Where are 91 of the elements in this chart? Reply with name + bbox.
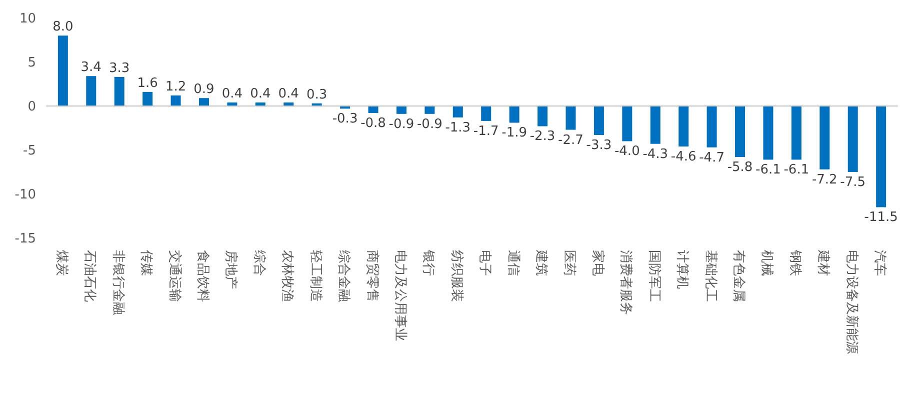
- data-label: -0.8: [360, 116, 386, 132]
- x-tick-label: 家电: [590, 250, 606, 276]
- data-label: -2.3: [530, 129, 556, 144]
- x-tick-label: 非银行金融: [110, 250, 126, 315]
- data-label: 3.3: [109, 60, 130, 76]
- data-label: -4.6: [670, 149, 696, 164]
- x-tick-label: 综合金融: [336, 250, 352, 302]
- bar: [142, 92, 153, 106]
- data-label: 1.2: [165, 79, 186, 94]
- data-label: -11.5: [864, 210, 898, 226]
- x-tick-label: 计算机: [674, 250, 690, 289]
- bar: [198, 98, 209, 106]
- x-tick-label: 基础化工: [702, 250, 718, 302]
- data-label: -0.9: [388, 116, 414, 132]
- bar: [763, 106, 774, 160]
- data-label: -4.3: [642, 146, 668, 162]
- data-label: 0.4: [278, 86, 299, 102]
- y-tick-label: 0: [28, 100, 36, 115]
- data-label: -7.2: [812, 172, 838, 188]
- bar: [114, 76, 124, 106]
- y-tick-label: -5: [23, 144, 36, 159]
- bar: [396, 106, 406, 114]
- bar: [538, 106, 548, 126]
- bar: [622, 106, 632, 142]
- x-tick-label: 食品饮料: [194, 250, 210, 302]
- bar: [566, 106, 576, 130]
- data-label: -1.7: [473, 124, 499, 139]
- x-tick-label: 综合: [251, 250, 266, 276]
- bar: [876, 106, 886, 208]
- x-tick-label: 钢铁: [787, 249, 802, 276]
- data-label: 0.4: [250, 86, 271, 102]
- data-label: -1.9: [502, 126, 528, 141]
- bar: [509, 106, 520, 123]
- bar: [424, 106, 435, 114]
- y-tick-label: 5: [28, 56, 36, 71]
- data-label: -1.3: [445, 120, 471, 136]
- data-label: 0.3: [306, 87, 328, 102]
- x-tick-label: 纺织服装: [448, 250, 464, 302]
- bar: [368, 106, 378, 114]
- x-tick-label: 房地产: [223, 250, 240, 289]
- data-label: 0.4: [222, 86, 243, 102]
- bar: [706, 106, 717, 148]
- data-label: -0.3: [332, 112, 358, 127]
- x-tick-label: 煤炭: [54, 250, 69, 276]
- y-tick-label: -15: [14, 232, 36, 247]
- bar: [791, 106, 802, 160]
- data-label: 0.9: [194, 82, 214, 98]
- x-tick-label: 汽车: [872, 250, 888, 276]
- x-tick-label: 商贸零售: [364, 250, 380, 302]
- x-tick-label: 银行: [420, 249, 436, 276]
- x-tick-label: 交通运输: [166, 250, 183, 302]
- x-tick-label: 农林牧渔: [280, 250, 295, 302]
- y-tick-label: -10: [14, 188, 36, 203]
- x-tick-label: 国防军工: [646, 250, 662, 302]
- bar: [86, 76, 96, 106]
- x-tick-label: 电力设备及新能源: [844, 250, 859, 354]
- bar: [170, 95, 181, 106]
- x-tick-label: 传媒: [138, 250, 154, 276]
- x-tick-label: 石油石化: [82, 250, 98, 302]
- data-label: 8.0: [52, 20, 74, 35]
- y-tick-label: 10: [19, 12, 36, 27]
- x-tick-label: 建材: [816, 249, 831, 276]
- data-label: 3.4: [80, 60, 102, 76]
- data-label: -6.1: [784, 162, 810, 178]
- bar: [678, 106, 689, 146]
- data-label: -2.7: [558, 132, 584, 148]
- data-label: -3.3: [586, 138, 612, 154]
- x-tick-label: 医药: [562, 250, 577, 276]
- x-tick-label: 消费者服务: [618, 250, 634, 315]
- bar: [650, 106, 660, 144]
- x-tick-label: 有色金属: [731, 250, 746, 302]
- data-label: -4.7: [699, 150, 724, 166]
- x-tick-label: 电子: [477, 250, 492, 276]
- bar: [735, 106, 746, 158]
- bar: [58, 36, 68, 106]
- data-label: -0.9: [416, 116, 442, 132]
- bar: [452, 106, 463, 118]
- data-label: 1.6: [137, 76, 158, 91]
- data-label: -4.0: [614, 144, 640, 160]
- x-tick-label: 轻工制造: [308, 250, 323, 302]
- bar: [848, 106, 858, 172]
- x-tick-label: 电力及公用事业: [392, 250, 408, 341]
- x-tick-label: 通信: [505, 250, 520, 276]
- bar: [481, 106, 492, 121]
- data-label: -5.8: [727, 160, 753, 176]
- data-label: -7.5: [840, 175, 866, 190]
- data-label: -6.1: [756, 162, 781, 178]
- bar: [820, 106, 830, 170]
- x-tick-label: 机械: [759, 250, 774, 276]
- bar: [594, 106, 604, 136]
- x-tick-label: 建筑: [534, 249, 549, 276]
